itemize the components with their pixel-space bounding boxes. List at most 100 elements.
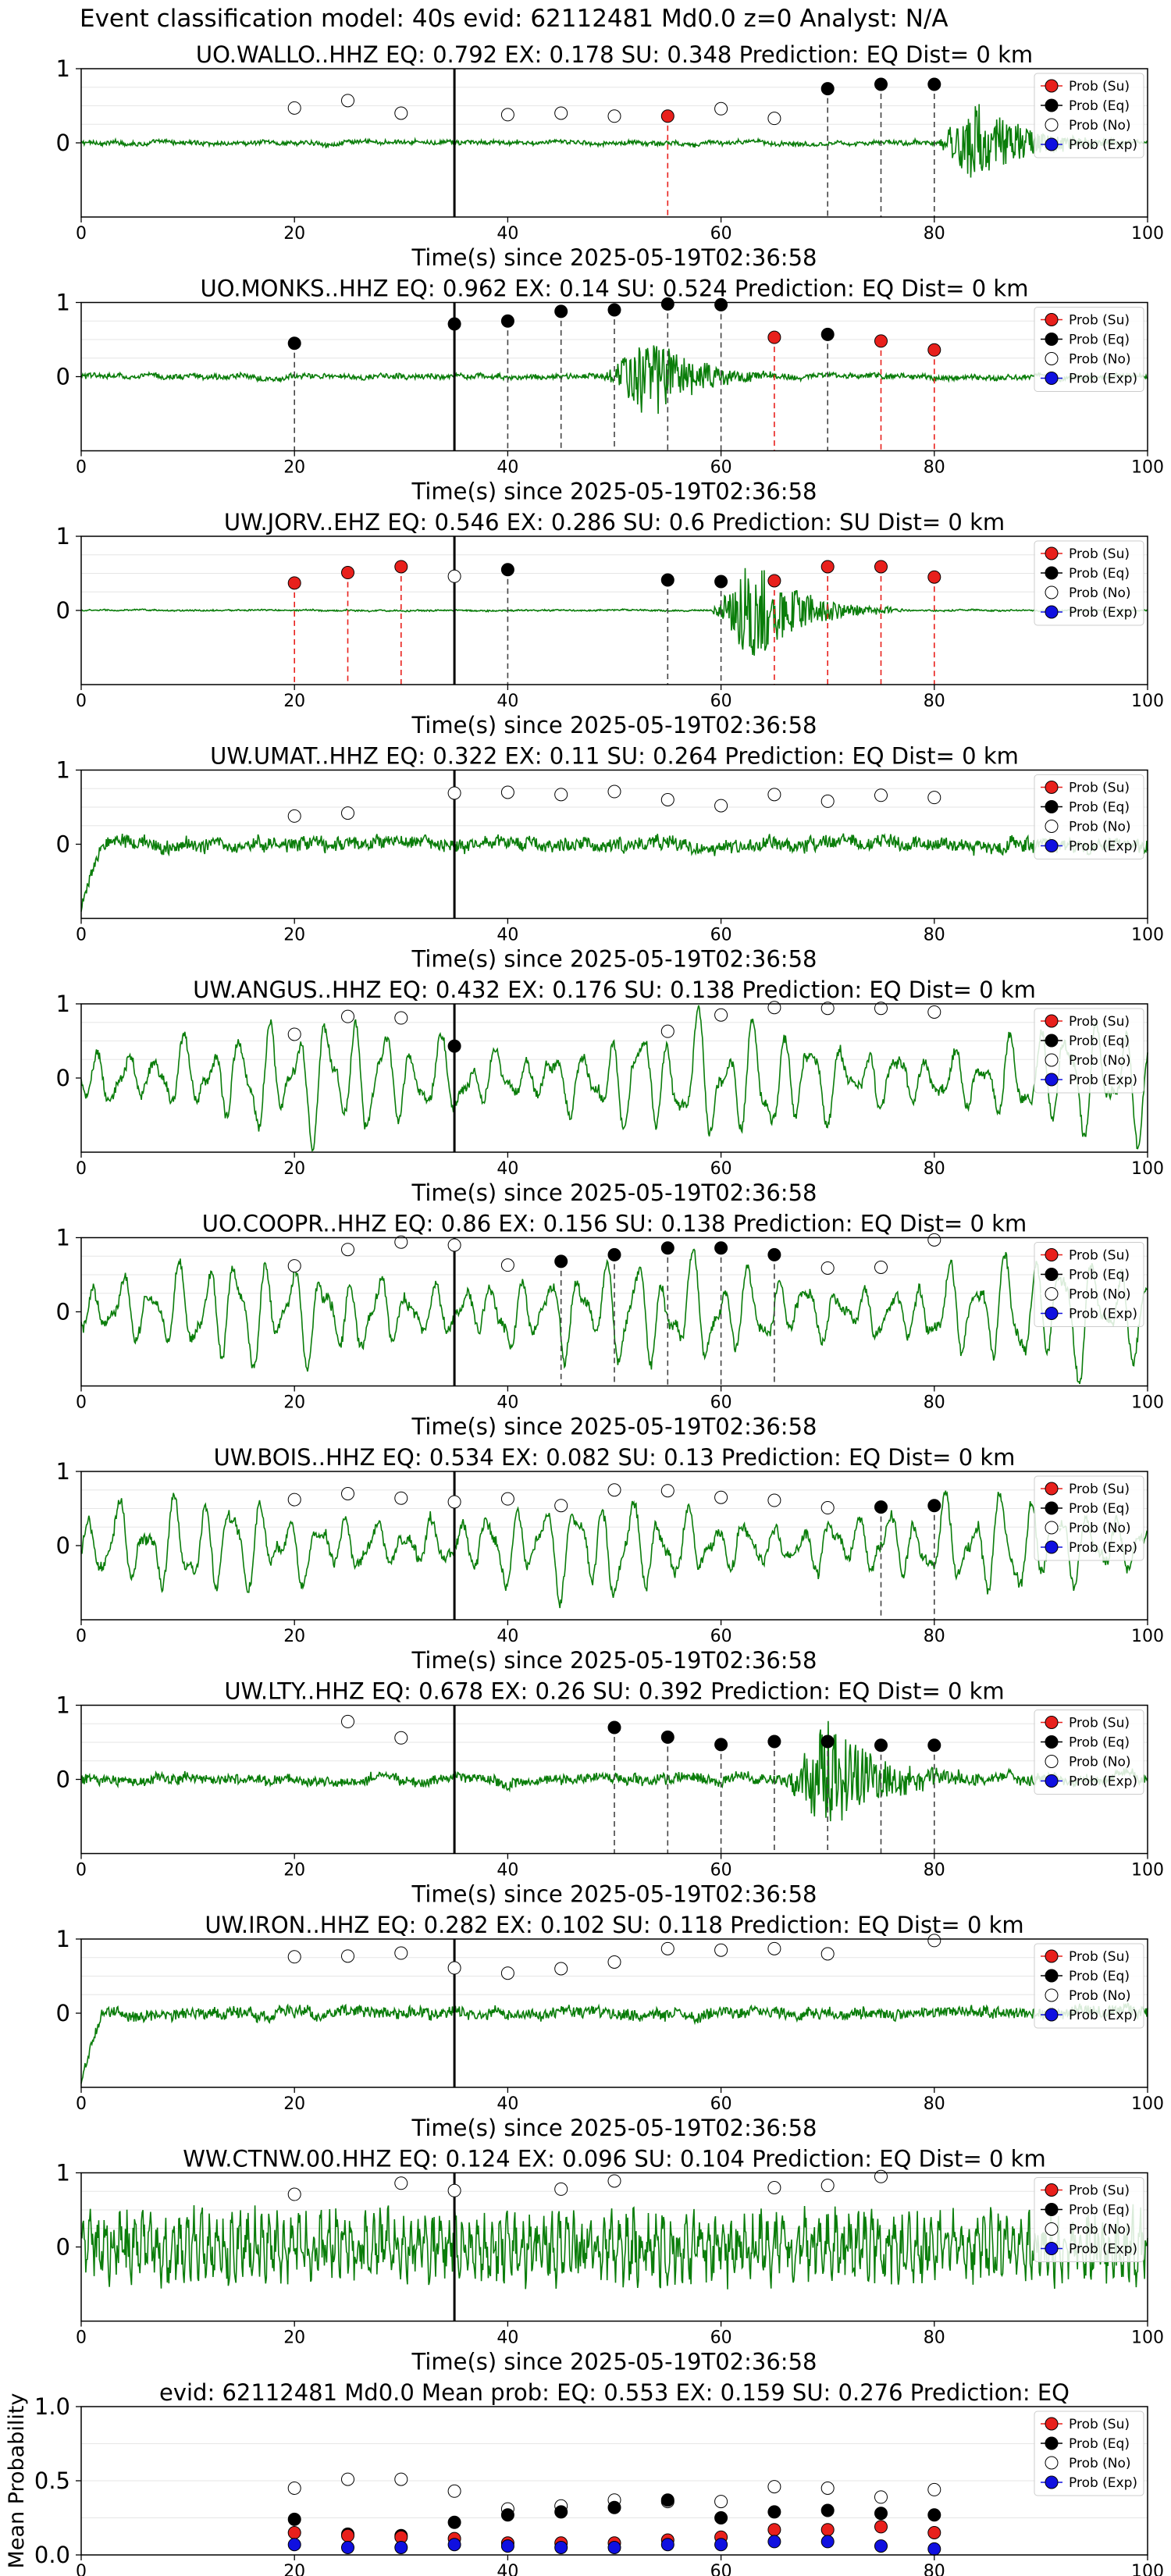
y-tick-label: 0 bbox=[56, 1299, 70, 1325]
y-tick-label: 0 bbox=[56, 2000, 70, 2026]
y-tick-label: 1 bbox=[56, 1692, 70, 1719]
legend-label: Prob (Su) bbox=[1069, 1248, 1130, 1264]
panel-title: UW.IRON..HHZ EQ: 0.282 EX: 0.102 SU: 0.1… bbox=[205, 1912, 1023, 1938]
station-panel-uo-monks--hhz: UO.MONKS..HHZ EQ: 0.962 EX: 0.14 SU: 0.5… bbox=[56, 276, 1164, 505]
legend-label: Prob (Eq) bbox=[1069, 800, 1130, 816]
mean-point-exp bbox=[394, 2541, 408, 2554]
legend-label: Prob (Su) bbox=[1069, 546, 1130, 562]
x-tick-label: 20 bbox=[283, 1159, 305, 1179]
x-tick-label: 20 bbox=[283, 2562, 305, 2576]
legend-label: Prob (Exp) bbox=[1069, 605, 1137, 621]
y-tick-label: 1 bbox=[56, 757, 70, 784]
prob-point-no bbox=[554, 1962, 568, 1976]
x-tick-label: 80 bbox=[924, 1159, 945, 1179]
prob-point-no bbox=[874, 788, 888, 802]
mean-point-eq bbox=[714, 2511, 728, 2524]
prob-point-no bbox=[714, 1943, 728, 1957]
y-tick-label: 0.5 bbox=[34, 2467, 70, 2494]
waveform-trace bbox=[80, 568, 1148, 656]
mean-point-exp bbox=[287, 2538, 301, 2552]
prob-point-no bbox=[820, 794, 835, 808]
legend-marker bbox=[1045, 1755, 1059, 1768]
mean-point-su bbox=[874, 2520, 888, 2534]
legend-box bbox=[1034, 540, 1144, 626]
x-tick-label: 20 bbox=[283, 458, 305, 478]
prob-point-no bbox=[394, 1235, 408, 1249]
x-tick-label: 60 bbox=[710, 1861, 732, 1880]
x-tick-label: 0 bbox=[76, 224, 87, 244]
legend-label: Prob (No) bbox=[1069, 2456, 1131, 2471]
legend-marker bbox=[1045, 2242, 1059, 2255]
x-tick-label: 0 bbox=[76, 1393, 87, 1413]
prob-point-no bbox=[554, 2182, 568, 2196]
x-tick-label: 20 bbox=[283, 692, 305, 711]
legend-label: Prob (No) bbox=[1069, 585, 1131, 601]
prob-point-eq bbox=[820, 327, 835, 341]
x-tick-label: 80 bbox=[924, 692, 945, 711]
prob-point-no bbox=[447, 2183, 461, 2197]
prob-point-no bbox=[394, 1491, 408, 1505]
prob-point-eq bbox=[660, 573, 674, 587]
prob-point-eq bbox=[500, 314, 514, 328]
legend-marker bbox=[1045, 79, 1059, 93]
mean-point-exp bbox=[660, 2538, 674, 2552]
x-tick-label: 100 bbox=[1131, 224, 1164, 244]
x-tick-label: 0 bbox=[76, 692, 87, 711]
station-panel-uw-lty--hhz: UW.LTY..HHZ EQ: 0.678 EX: 0.26 SU: 0.392… bbox=[56, 1678, 1164, 1908]
mean-point-eq bbox=[607, 2500, 621, 2514]
x-tick-label: 40 bbox=[497, 1627, 518, 1646]
x-tick-label: 0 bbox=[76, 1861, 87, 1880]
prob-point-no bbox=[607, 109, 621, 123]
prob-point-eq bbox=[607, 1247, 621, 1261]
prob-point-eq bbox=[607, 303, 621, 317]
legend-label: Prob (Su) bbox=[1069, 781, 1130, 796]
prob-point-eq bbox=[714, 297, 728, 311]
y-tick-label: 1 bbox=[56, 290, 70, 316]
prob-point-no bbox=[341, 1243, 354, 1257]
x-tick-label: 100 bbox=[1131, 2562, 1164, 2576]
x-tick-label: 40 bbox=[497, 2329, 518, 2348]
legend-label: Prob (Su) bbox=[1069, 313, 1130, 329]
x-tick-label: 0 bbox=[76, 2329, 87, 2348]
legend-label: Prob (No) bbox=[1069, 118, 1131, 133]
legend-marker bbox=[1045, 137, 1059, 151]
x-tick-label: 100 bbox=[1131, 926, 1164, 945]
figure-title: Event classification model: 40s evid: 62… bbox=[80, 5, 949, 33]
legend-label: Prob (Eq) bbox=[1069, 1969, 1130, 1984]
prob-point-su bbox=[927, 570, 941, 584]
x-tick-label: 40 bbox=[497, 458, 518, 478]
mean-point-eq bbox=[500, 2508, 514, 2522]
prob-point-su bbox=[874, 560, 888, 574]
legend-box bbox=[1034, 1008, 1144, 1094]
prob-point-no bbox=[500, 785, 514, 799]
legend-marker bbox=[1045, 1969, 1059, 1983]
legend-marker bbox=[1045, 333, 1059, 346]
mean-point-exp bbox=[874, 2539, 888, 2553]
x-tick-label: 40 bbox=[497, 1861, 518, 1880]
legend-label: Prob (No) bbox=[1069, 1521, 1131, 1536]
legend-label: Prob (No) bbox=[1069, 1287, 1131, 1303]
prob-point-no bbox=[500, 1492, 514, 1506]
prob-point-no bbox=[927, 791, 941, 805]
prob-point-eq bbox=[714, 1738, 728, 1752]
x-tick-label: 60 bbox=[710, 2562, 732, 2576]
x-tick-label: 20 bbox=[283, 1393, 305, 1413]
prob-point-no bbox=[607, 785, 621, 799]
prob-point-su bbox=[287, 576, 301, 590]
prob-point-no bbox=[287, 1259, 301, 1273]
x-tick-label: 60 bbox=[710, 1159, 732, 1179]
legend-label: Prob (Eq) bbox=[1069, 1034, 1130, 1049]
legend-marker bbox=[1045, 1735, 1059, 1749]
prob-point-no bbox=[341, 806, 354, 820]
prob-point-eq bbox=[927, 77, 941, 91]
y-tick-label: 1 bbox=[56, 523, 70, 550]
mean-point-exp bbox=[714, 2538, 728, 2552]
prob-point-no bbox=[767, 1001, 781, 1015]
prob-point-no bbox=[820, 2179, 835, 2193]
prob-point-no bbox=[447, 786, 461, 800]
waveform-trace bbox=[80, 1005, 1148, 1152]
mean-point-no bbox=[287, 2482, 301, 2495]
prob-point-no bbox=[287, 2187, 301, 2201]
legend-box bbox=[1034, 1475, 1144, 1561]
